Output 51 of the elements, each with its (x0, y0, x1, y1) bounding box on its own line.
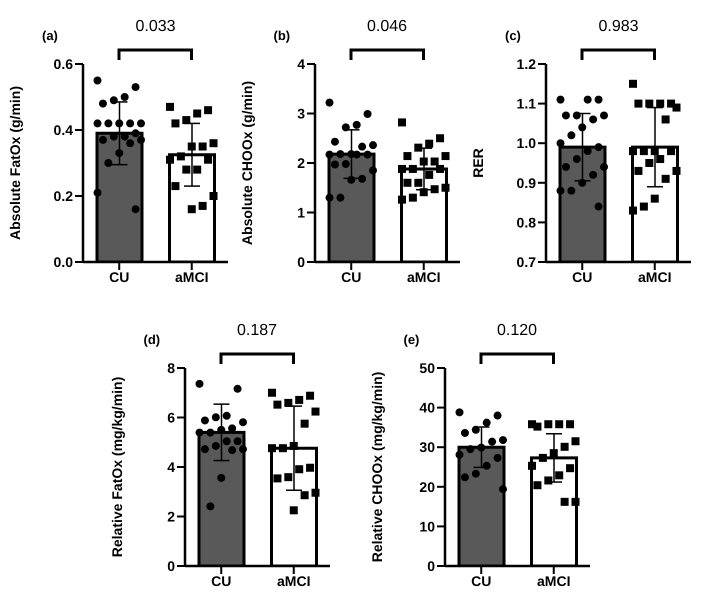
y-tick-label: 3 (296, 105, 305, 122)
y-axis-title: Absolute CHOOx (g/min) (238, 80, 254, 246)
y-tick-label: 8 (166, 360, 175, 376)
x-tick-label: CU (340, 268, 361, 285)
text: 0.033 (134, 18, 177, 36)
y-tick-label: 1 (296, 204, 305, 220)
y-tick-label: 0.0 (54, 254, 74, 270)
y-tick-label: 6 (166, 409, 175, 426)
y-tick-label: 10 (418, 518, 435, 534)
chart-title: (a) (42, 28, 58, 43)
y-axis-title: RER (470, 148, 486, 178)
y-tick-label: 50 (418, 360, 435, 376)
text: 0.120 (496, 322, 538, 340)
x-tick-label: CU (210, 572, 231, 589)
chart-title: (c) (505, 28, 521, 43)
y-tick-label: 40 (418, 400, 435, 416)
x-tick-label: aMCI (175, 268, 208, 285)
y-tick-label: 0.9 (516, 174, 536, 191)
y-tick-label: 1.0 (516, 135, 536, 152)
x-tick-label: aMCI (638, 268, 672, 285)
y-tick-label: 4 (166, 458, 175, 475)
y-tick-label: 30 (418, 439, 435, 456)
x-tick-label: aMCI (276, 572, 310, 589)
y-axis-title: Absolute FatOx (g/min) (6, 86, 23, 240)
y-tick-label: 0 (426, 558, 435, 574)
y-tick-label: 1.2 (516, 56, 536, 72)
text: 0.187 (236, 322, 278, 340)
y-axis-title: Relative FatOx (mg/kg/min) (108, 376, 124, 558)
x-tick-label: CU (109, 268, 130, 285)
x-tick-label: aMCI (536, 572, 570, 589)
chart-title: (e) (404, 332, 420, 347)
text: 0.046 (366, 18, 408, 36)
y-tick-label: 0.8 (516, 214, 536, 230)
y-tick-label: 0.2 (54, 188, 74, 204)
y-tick-label: 0 (166, 558, 175, 574)
y-tick-label: 0.6 (54, 56, 74, 72)
y-tick-label: 0.7 (516, 254, 536, 270)
y-tick-label: 0.4 (54, 122, 74, 138)
y-tick-label: 1.1 (516, 96, 536, 112)
chart-title: (d) (144, 332, 160, 347)
y-tick-label: 20 (418, 478, 435, 495)
y-axis-title: Relative CHOOx (mg/kg/min) (368, 372, 384, 562)
y-tick-label: 2 (166, 508, 175, 524)
x-tick-label: CU (470, 572, 491, 589)
y-tick-label: 4 (296, 56, 305, 72)
chart-title: (b) (274, 28, 290, 43)
y-tick-label: 2 (296, 154, 305, 171)
x-tick-label: CU (572, 268, 592, 285)
text: 0.983 (597, 18, 640, 36)
x-tick-label: aMCI (406, 268, 440, 285)
y-tick-label: 0 (296, 254, 305, 270)
